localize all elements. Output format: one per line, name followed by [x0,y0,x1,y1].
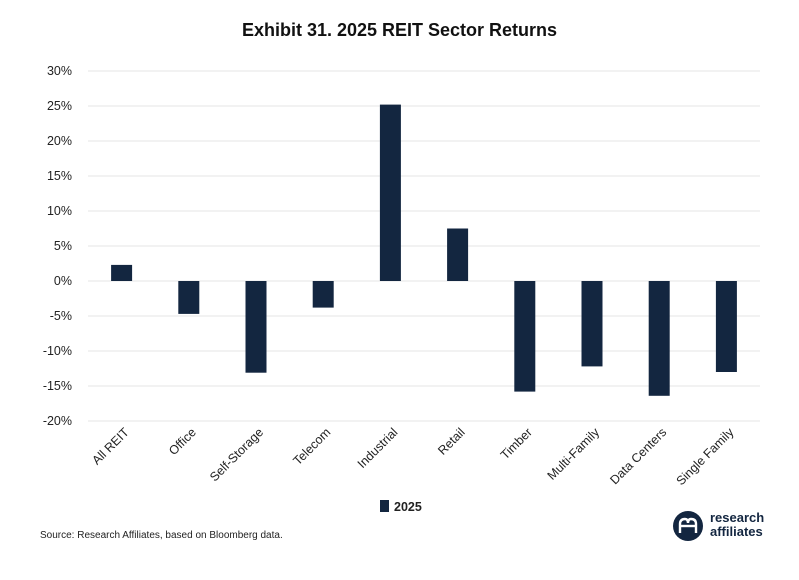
bar-all-reit [111,264,133,281]
bars [111,104,737,396]
bar-self-storage [245,281,267,373]
y-tick-label: 5% [54,239,72,253]
y-tick-label: 30% [47,64,72,78]
legend-label-2025: 2025 [394,500,422,514]
x-tick-label: Timber [498,425,535,462]
bar-telecom [312,281,334,308]
bar-data-centers [648,281,670,396]
x-tick-label: Self-Storage [207,425,266,484]
research-affiliates-logo: research affiliates [672,511,782,541]
x-axis-labels: All REIT Office Self-Storage Telecom Industr… [89,425,737,488]
x-tick-label: Data Centers [607,425,669,487]
y-axis-ticks: 30% 25% 20% 15% 10% 5% 0% -5% -10% -15% -20% [43,64,72,428]
x-tick-label: Office [166,425,199,458]
bar-office [178,281,200,314]
y-tick-label: -5% [50,309,72,323]
x-tick-label: Telecom [291,425,334,468]
bar-multi-family [581,281,603,367]
bar-industrial [379,104,401,281]
x-tick-label: All REIT [89,425,132,468]
legend-swatch [380,500,389,512]
logo-text: research affiliates [710,511,764,539]
bar-retail [447,228,469,281]
x-tick-label: Single Family [674,425,737,488]
x-tick-label: Retail [435,425,468,458]
source-note: Source: Research Affiliates, based on Bl… [40,530,283,541]
y-tick-label: 15% [47,169,72,183]
legend: 2025 [380,500,422,514]
x-tick-label: Multi-Family [545,425,603,483]
y-tick-label: 25% [47,99,72,113]
bar-timber [514,281,536,392]
logo-line-2: affiliates [710,524,763,539]
y-tick-label: -15% [43,379,72,393]
y-tick-label: -20% [43,414,72,428]
gridlines [88,70,760,422]
logo-line-1: research [710,510,765,525]
y-tick-label: 0% [54,274,72,288]
y-tick-label: 10% [47,204,72,218]
x-tick-label: Industrial [355,425,401,471]
logo-mark-icon [673,511,703,541]
chart-title: Exhibit 31. 2025 REIT Sector Returns [241,20,558,40]
y-tick-label: -10% [43,344,72,358]
bar-single-family [715,281,737,372]
y-tick-label: 20% [47,134,72,148]
